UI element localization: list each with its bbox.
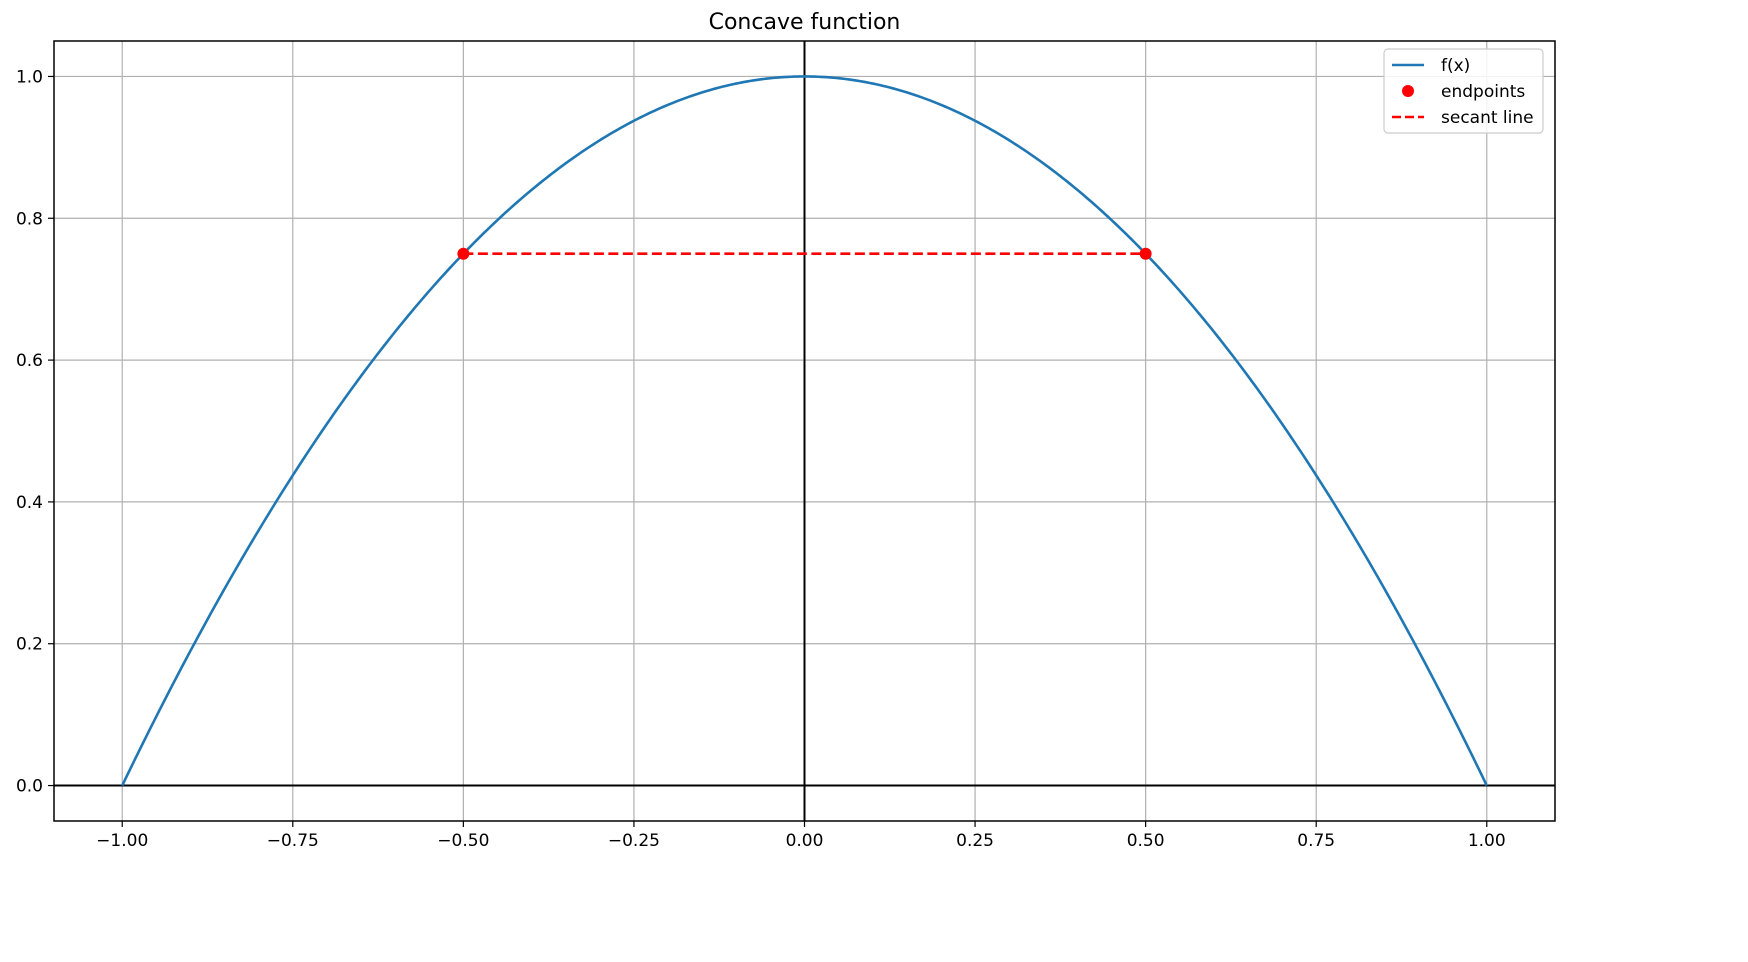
x-tick-label: 0.25 bbox=[956, 831, 994, 851]
x-tick-label: 0.00 bbox=[786, 831, 824, 851]
endpoint-marker bbox=[1139, 247, 1152, 260]
zero-axes-layer bbox=[54, 41, 1555, 821]
x-tick-label: 0.75 bbox=[1297, 831, 1335, 851]
legend-marker-handle bbox=[1402, 85, 1414, 97]
legend-label: endpoints bbox=[1441, 82, 1525, 102]
legend: f(x) endpoints secant line bbox=[1383, 48, 1544, 134]
legend-label: secant line bbox=[1441, 108, 1534, 128]
y-tick-label: 0.8 bbox=[16, 209, 43, 229]
series-layer bbox=[121, 75, 1488, 787]
x-tick-label: −1.00 bbox=[96, 831, 148, 851]
series-line-fx bbox=[121, 75, 1488, 787]
x-tick-label: −0.75 bbox=[267, 831, 319, 851]
x-tick-label: 0.50 bbox=[1127, 831, 1165, 851]
x-tick-label: 1.00 bbox=[1468, 831, 1506, 851]
y-tick-label: 0.0 bbox=[16, 777, 43, 797]
series-clip-group bbox=[121, 75, 1488, 787]
legend-label: f(x) bbox=[1441, 56, 1470, 76]
endpoint-marker bbox=[457, 247, 470, 260]
x-tick-label: −0.50 bbox=[437, 831, 489, 851]
chart-title: Concave function bbox=[709, 10, 901, 35]
x-tick-label: −0.25 bbox=[608, 831, 660, 851]
legend-box bbox=[1383, 48, 1544, 134]
ticks-layer: −1.00 −0.75 −0.50 −0.25 0.00 0.25 0.50 0.75 1.00… bbox=[16, 67, 1506, 851]
y-tick-label: 0.4 bbox=[16, 493, 43, 513]
y-tick-label: 0.2 bbox=[16, 635, 43, 655]
y-tick-label: 0.6 bbox=[16, 351, 43, 371]
y-tick-label: 1.0 bbox=[16, 67, 43, 87]
